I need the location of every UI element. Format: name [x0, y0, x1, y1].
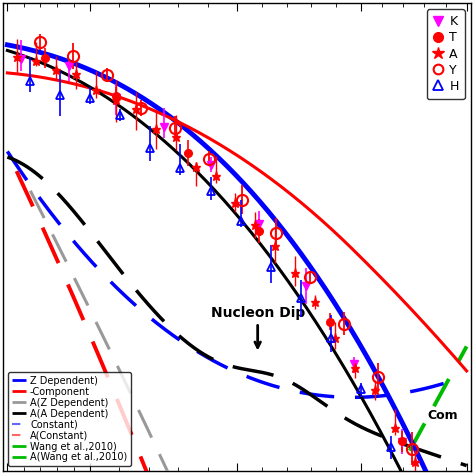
Text: Nucleon Dip: Nucleon Dip [210, 306, 305, 347]
Text: Com: Com [428, 409, 458, 421]
Legend: Z Dependent), -Component, A(Z Dependent), A(A Dependent), Constant), A(Constant): Z Dependent), -Component, A(Z Dependent)… [8, 372, 131, 466]
